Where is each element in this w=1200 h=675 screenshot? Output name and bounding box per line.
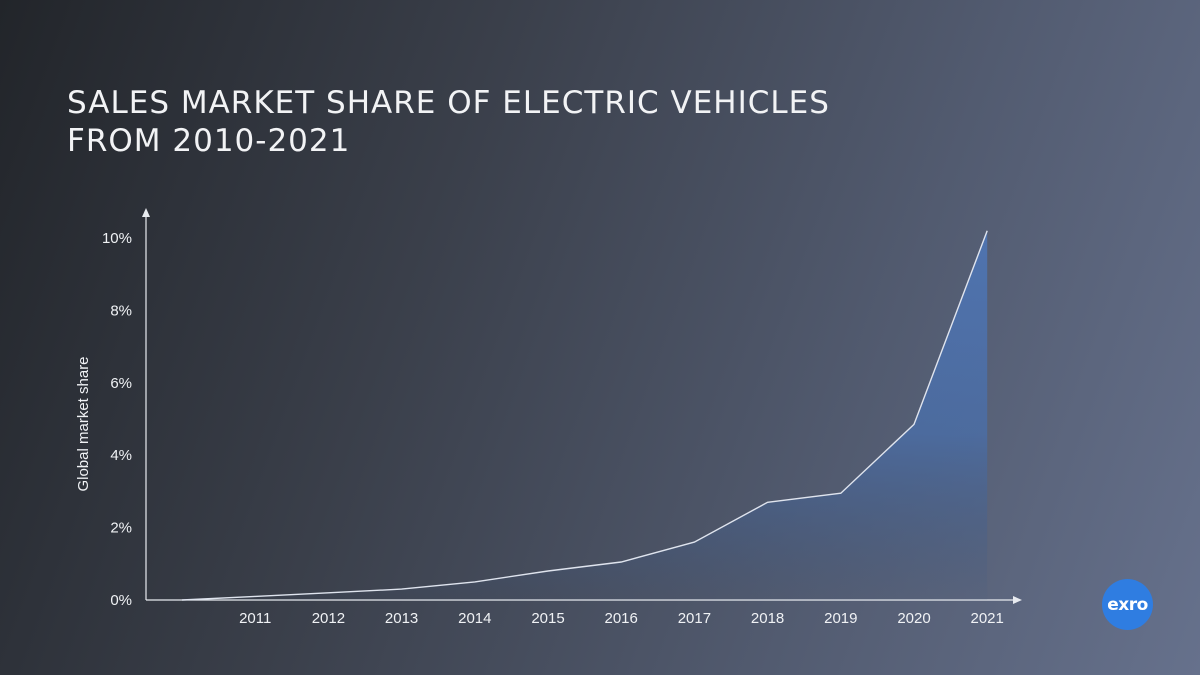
marks	[181, 230, 988, 601]
x-tick-label: 2018	[751, 610, 784, 627]
y-tick-label: 2%	[110, 520, 132, 537]
x-tick-label: 2014	[458, 610, 491, 627]
x-tick-label: 2021	[971, 610, 1004, 627]
labels: 2011 2012 2013 2014 2015 2016 2017 2018 2019 2020…	[75, 230, 1004, 627]
exro-logo: exro	[1102, 579, 1153, 630]
y-tick-label: 8%	[110, 302, 132, 319]
series-line	[181, 230, 988, 601]
y-axis-label: Global market share	[75, 356, 92, 491]
title-line-2: FROM 2010-2021	[67, 123, 351, 159]
y-tick-label: 10%	[102, 230, 132, 247]
y-axis-arrow	[142, 208, 150, 217]
x-tick-label: 2020	[897, 610, 930, 627]
x-tick-label: 2016	[605, 610, 638, 627]
x-tick-label: 2013	[385, 610, 418, 627]
x-tick-label: 2011	[239, 610, 271, 627]
x-axis-arrow	[1013, 596, 1022, 604]
x-tick-label: 2012	[312, 610, 345, 627]
y-tick-label: 0%	[110, 592, 132, 609]
x-tick-label: 2019	[824, 610, 857, 627]
logo-text: exro	[1107, 594, 1148, 615]
area-fill	[182, 230, 988, 601]
x-tick-label: 2017	[678, 610, 711, 627]
x-tick-label: 2015	[531, 610, 564, 627]
chart-title: SALES MARKET SHARE OF ELECTRIC VEHICLES …	[67, 84, 830, 160]
title-line-1: SALES MARKET SHARE OF ELECTRIC VEHICLES	[67, 85, 830, 121]
y-tick-label: 6%	[110, 375, 132, 392]
y-tick-label: 4%	[110, 447, 132, 464]
